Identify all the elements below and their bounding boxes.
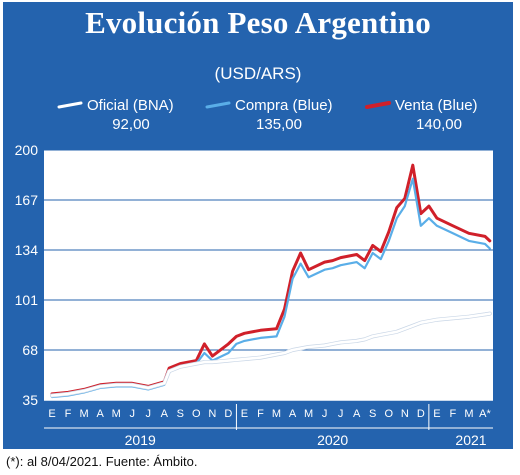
x-tick-label: J: [129, 408, 135, 420]
x-tick-label: A: [161, 408, 169, 420]
y-tick-label: 167: [15, 192, 39, 208]
footnote: (*): al 8/04/2021. Fuente: Ámbito.: [6, 454, 198, 469]
y-tick-label: 200: [15, 142, 39, 158]
chart-subtitle: (USD/ARS): [214, 64, 302, 83]
x-tick-label: A: [96, 408, 104, 420]
x-tick-label: F: [450, 408, 457, 420]
y-tick-label: 35: [22, 392, 38, 408]
legend-label: Compra (Blue): [235, 97, 333, 114]
x-year-label: 2019: [125, 432, 156, 448]
x-tick-label: E: [48, 408, 55, 420]
x-tick-label: E: [433, 408, 440, 420]
x-tick-label: J: [338, 408, 344, 420]
x-tick-label: D: [417, 408, 425, 420]
x-tick-label: S: [369, 408, 376, 420]
plot-area: [44, 150, 493, 400]
x-tick-label: A: [289, 408, 297, 420]
y-tick-label: 134: [15, 242, 39, 258]
x-tick-label: M: [464, 408, 473, 420]
legend-swatch: [365, 101, 391, 109]
x-tick-label: J: [145, 408, 151, 420]
x-tick-label: S: [177, 408, 184, 420]
chart-frame: Evolución Peso Argentino (USD/ARS) 35 68 1…: [3, 2, 513, 449]
x-tick-label: O: [384, 408, 393, 420]
x-tick-label: O: [192, 408, 201, 420]
x-year-label: 2020: [317, 432, 348, 448]
series-line-oficial-bna: [50, 312, 492, 397]
x-tick-label: N: [208, 408, 216, 420]
x-tick-label: F: [65, 408, 72, 420]
x-tick-label: A*: [479, 408, 491, 420]
legend-label: Venta (Blue): [395, 97, 478, 114]
chart-title: Evolución Peso Argentino: [85, 5, 431, 40]
x-tick-label: M: [80, 408, 89, 420]
legend-label: Oficial (BNA): [87, 97, 174, 114]
x-tick-label: N: [401, 408, 409, 420]
x-tick-label: F: [257, 408, 264, 420]
legend-value: 140,00: [416, 116, 462, 133]
y-tick-label: 68: [22, 342, 38, 358]
x-tick-label: M: [304, 408, 313, 420]
y-tick-label: 101: [15, 292, 39, 308]
legend-swatch: [205, 101, 231, 109]
x-tick-label: J: [322, 408, 328, 420]
x-year-label: 2021: [455, 432, 486, 448]
legend-swatch: [57, 101, 83, 109]
legend-value: 92,00: [112, 116, 150, 133]
x-tick-label: E: [241, 408, 248, 420]
legend-value: 135,00: [256, 116, 302, 133]
x-tick-label: M: [112, 408, 121, 420]
x-tick-label: A: [353, 408, 361, 420]
x-tick-label: M: [272, 408, 281, 420]
x-tick-label: D: [224, 408, 232, 420]
